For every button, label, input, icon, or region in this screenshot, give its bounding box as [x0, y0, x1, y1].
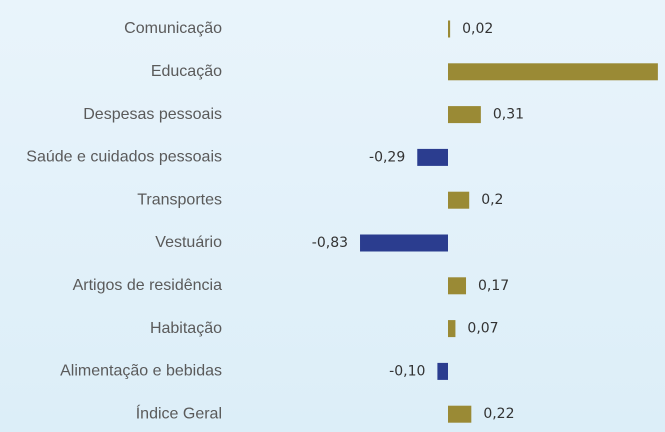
value-label: 0,17	[478, 278, 509, 294]
value-label: 0,31	[493, 107, 524, 123]
bar	[448, 277, 467, 295]
bar	[448, 106, 481, 124]
value-label: -0,10	[389, 363, 425, 379]
value-label: -0,83	[312, 235, 348, 251]
category-label: Saúde e cuidados pessoais	[26, 149, 222, 166]
category-label: Transportes	[137, 191, 222, 208]
bar	[360, 234, 448, 252]
value-label: -0,29	[369, 149, 405, 165]
category-label: Educação	[151, 63, 222, 80]
category-label: Alimentação e bebidas	[60, 363, 222, 380]
value-label: 0,07	[467, 321, 498, 337]
bar	[448, 320, 456, 338]
category-label: Habitação	[150, 320, 222, 337]
value-label: 0,22	[483, 406, 514, 422]
category-label: Comunicação	[124, 20, 222, 37]
value-label: 0,2	[481, 192, 503, 208]
category-label: Vestuário	[155, 234, 222, 251]
bar	[437, 362, 448, 380]
category-label: Índice Geral	[136, 403, 222, 422]
bar	[448, 63, 658, 81]
bar	[448, 191, 470, 209]
bar	[448, 405, 472, 423]
bar	[417, 148, 448, 166]
category-label: Artigos de residência	[73, 277, 223, 294]
category-label: Despesas pessoais	[83, 106, 222, 123]
value-label: 0,02	[462, 21, 493, 37]
bar	[448, 20, 451, 38]
